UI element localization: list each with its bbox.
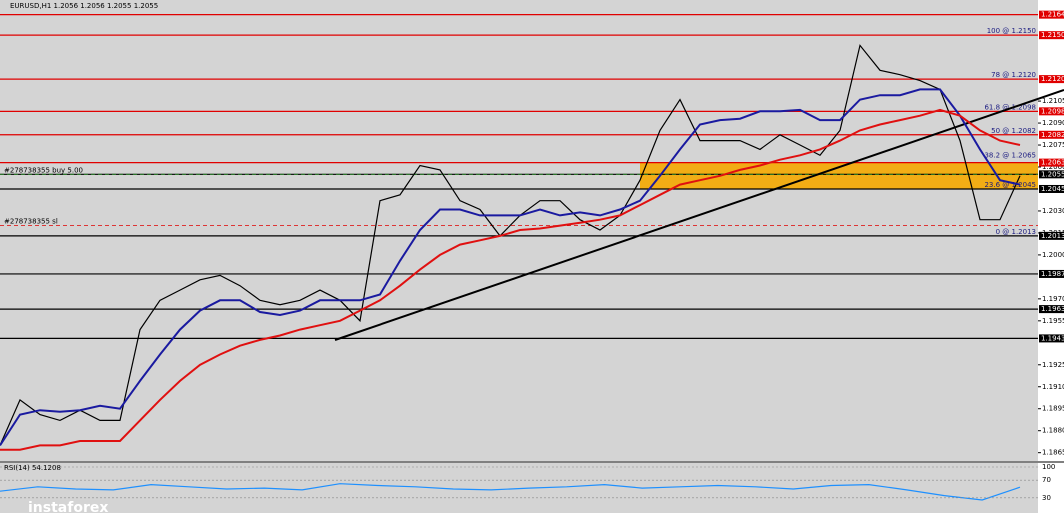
y-tick-label: 1.2075	[1042, 141, 1064, 149]
level-tag	[1039, 31, 1064, 40]
y-tick-label: 1.1865	[1042, 449, 1064, 457]
level-label: 1.2063	[1041, 159, 1064, 167]
level-label: 1.2045	[1041, 185, 1064, 193]
chart-title: EURUSD,H1 1.2056 1.2056 1.2055 1.2055	[10, 2, 158, 10]
level-label: 1.2082	[1041, 131, 1064, 139]
level-tag	[1039, 107, 1064, 116]
y-tick-label: 1.2000	[1042, 251, 1064, 259]
fib-label: 0 @ 1.2013	[996, 228, 1036, 236]
level-label: 1.2150	[1041, 31, 1064, 39]
fib-label: 23.6 @ 1.2045	[984, 181, 1036, 189]
fib-label: 50 @ 1.2082	[991, 127, 1036, 135]
series-line	[0, 88, 1021, 446]
fib-label: 78 @ 1.2120	[991, 71, 1036, 79]
order-label: #278738355 buy 5.00	[4, 166, 83, 174]
axis-background	[1038, 0, 1064, 513]
y-tick-label: 1.2060	[1042, 163, 1064, 171]
level-tag	[1039, 231, 1064, 240]
y-tick-label: 1.2030	[1042, 207, 1064, 215]
rsi-tick-label: 70	[1042, 476, 1051, 484]
level-label: 1.1987	[1041, 270, 1064, 278]
level-label: 1.2120	[1041, 75, 1064, 83]
rsi-tick-label: 30	[1042, 494, 1051, 502]
level-label: 1.2013	[1041, 232, 1064, 240]
y-tick-label: 1.2105	[1042, 97, 1064, 105]
level-label: 1.1963	[1041, 305, 1064, 313]
rsi-title: RSI(14) 54.1208	[4, 464, 61, 472]
level-tag	[1039, 184, 1064, 193]
level-label: 1.1943	[1041, 334, 1064, 342]
rsi-tick-label: 100	[1042, 463, 1055, 471]
level-tag	[1039, 130, 1064, 139]
order-label: #278738355 sl	[4, 218, 58, 226]
y-tick-label: 1.1970	[1042, 295, 1064, 303]
level-label: 1.2055	[1041, 170, 1064, 178]
series-line	[0, 44, 1021, 446]
level-tag	[1039, 269, 1064, 278]
fib-label: 38.2 @ 1.2065	[984, 152, 1036, 160]
level-label: 1.2098	[1041, 107, 1064, 115]
level-tag	[1039, 170, 1064, 179]
level-tag	[1039, 334, 1064, 343]
fib-label: 100 @ 1.2150	[987, 27, 1036, 35]
level-tag	[1039, 10, 1064, 19]
level-label: 1.2164	[1041, 11, 1064, 19]
rsi-line	[0, 483, 1021, 501]
y-tick-label: 1.2090	[1042, 119, 1064, 127]
level-tag	[1039, 75, 1064, 84]
y-tick-label: 1.1925	[1042, 361, 1064, 369]
trend-line	[334, 89, 1064, 341]
y-tick-label: 1.1895	[1042, 405, 1064, 413]
level-tag	[1039, 305, 1064, 314]
watermark: instaforex	[28, 500, 108, 513]
y-tick-label: 1.1955	[1042, 317, 1064, 325]
fib-label: 61.8 @ 1.2098	[984, 103, 1036, 111]
y-tick-label: 1.1910	[1042, 383, 1064, 391]
y-tick-label: 1.1880	[1042, 427, 1064, 435]
series-line	[0, 108, 1021, 451]
level-tag	[1039, 158, 1064, 167]
